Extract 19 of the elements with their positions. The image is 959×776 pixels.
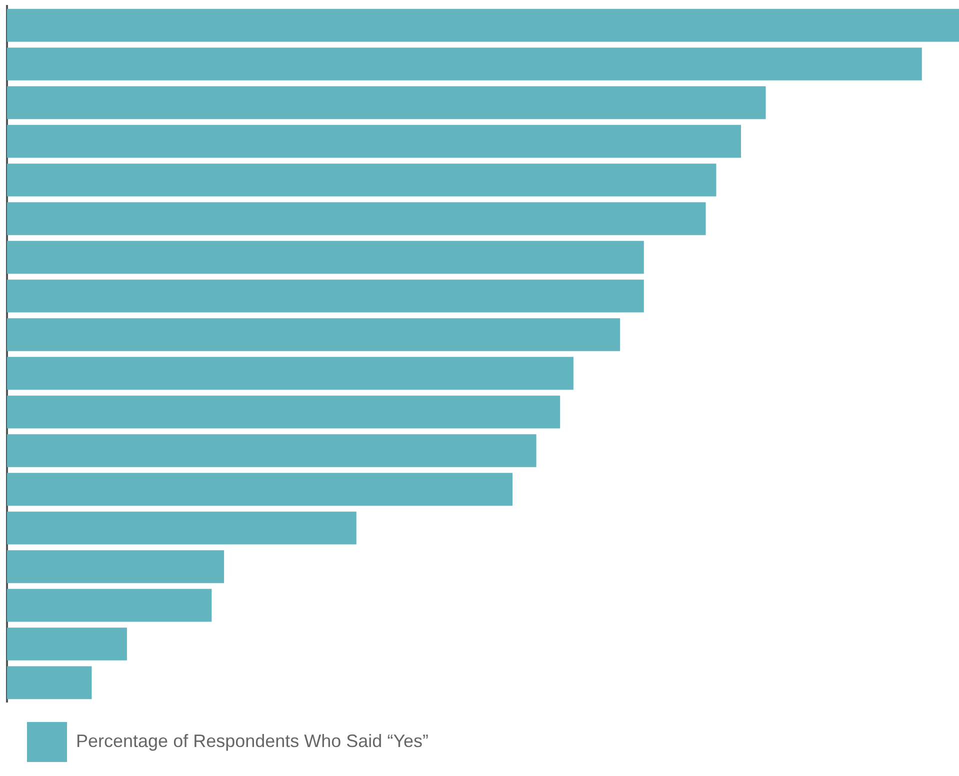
legend-label: Percentage of Respondents Who Said “Yes”	[76, 730, 429, 751]
bar	[7, 8, 959, 42]
bar	[7, 202, 706, 236]
bar	[7, 164, 716, 196]
bar	[7, 472, 513, 506]
bar	[7, 550, 224, 584]
bar	[7, 512, 356, 544]
bar	[7, 588, 212, 622]
bar	[7, 318, 620, 352]
bar	[7, 434, 536, 468]
bar	[7, 280, 644, 312]
bar	[7, 628, 127, 660]
bar	[7, 356, 574, 390]
bar	[7, 124, 741, 158]
bar	[7, 396, 560, 428]
bar	[7, 48, 922, 80]
bar	[7, 86, 766, 120]
bar	[7, 666, 92, 700]
bar	[7, 240, 644, 274]
